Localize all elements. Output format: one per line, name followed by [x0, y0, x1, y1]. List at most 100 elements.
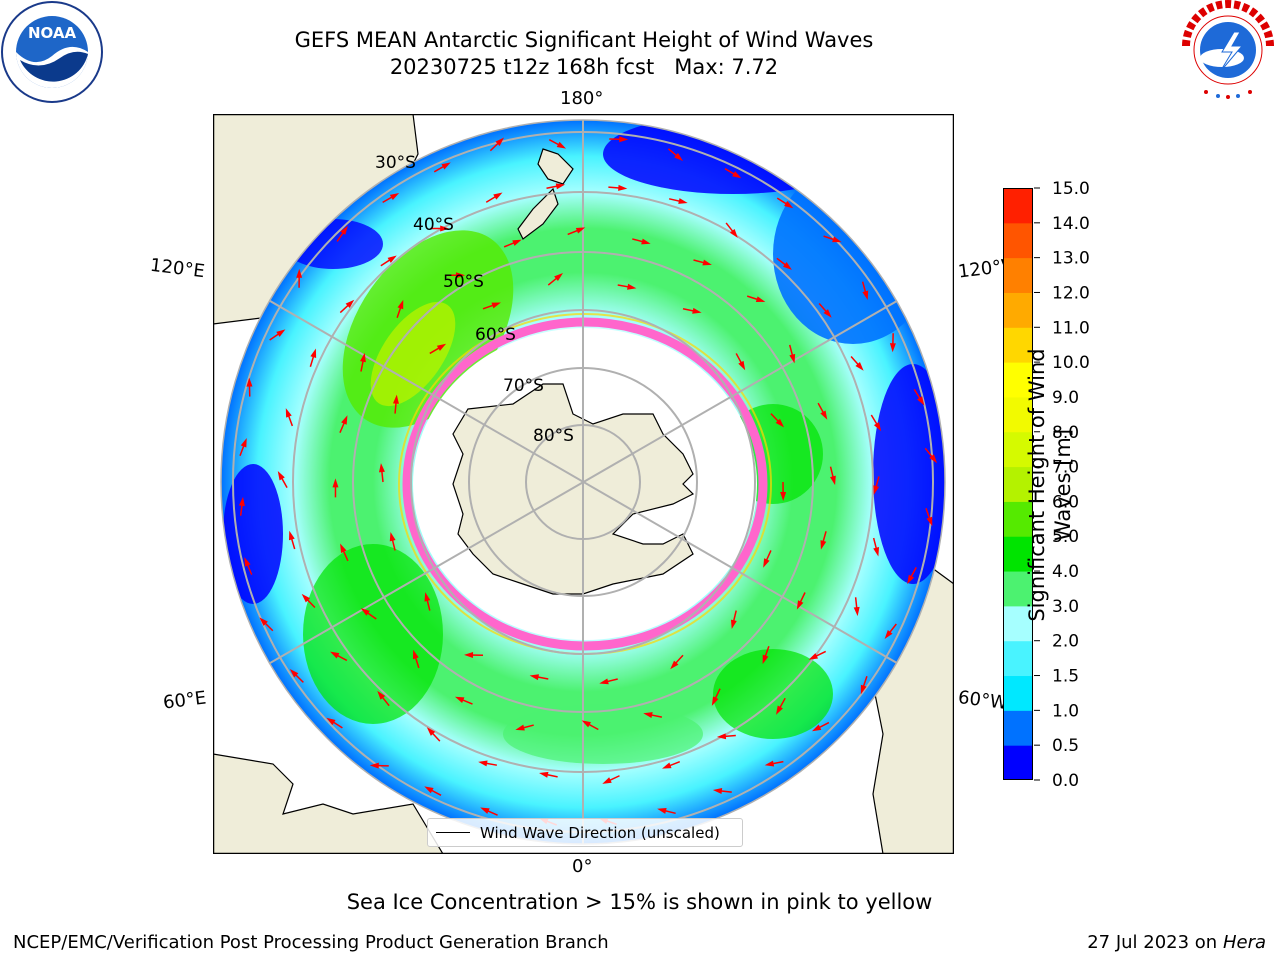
wind-arrow-head: [326, 717, 336, 726]
wind-arrow-head: [926, 516, 933, 527]
lon-label-120e: 120°E: [148, 254, 206, 283]
wind-arrow-head: [711, 696, 719, 706]
wind-arrow-head: [780, 491, 787, 501]
lat-label-30: 30°S: [375, 153, 416, 173]
wind-arrow-head: [830, 475, 836, 486]
colorbar-tick-label: 6.0: [1052, 492, 1079, 512]
africa-landmass: [213, 753, 444, 854]
wind-arrow-head: [599, 678, 609, 685]
colorbar-tick-label: 14.0: [1052, 214, 1090, 234]
wind-arrow-head: [330, 651, 340, 659]
wind-arrow-head: [884, 630, 893, 639]
footer-date-text: 27 Jul 2023 on: [1087, 932, 1223, 953]
wind-arrow-head: [529, 674, 539, 681]
footer-host: Hera: [1222, 932, 1266, 953]
wind-arrow-head: [602, 777, 612, 784]
wind-arrow-head: [873, 547, 880, 557]
wind-arrow-head: [426, 727, 436, 736]
colorbar: [1003, 188, 1033, 781]
lat-label-80: 80°S: [533, 426, 574, 446]
wind-arrow-head: [285, 408, 292, 418]
map-title: GEFS MEAN Antarctic Significant Height o…: [294, 28, 874, 52]
colorbar-tick-label: 11.0: [1052, 318, 1090, 338]
wind-arrow-head: [907, 574, 915, 585]
wind-arrow-head: [823, 309, 832, 318]
wind-arrow-head: [618, 184, 628, 191]
colorbar-swatch: [1003, 675, 1033, 711]
wind-arrow-head: [341, 415, 348, 425]
wind-arrow-head: [775, 418, 785, 428]
footer-credit: NCEP/EMC/Verification Post Processing Pr…: [13, 932, 609, 953]
wind-arrow-head: [310, 348, 317, 359]
wind-arrow-head: [860, 684, 867, 695]
wind-arrow-head: [855, 362, 864, 371]
wind-arrow-head: [820, 410, 828, 420]
wind-arrow-head: [575, 227, 586, 234]
wind-arrow-head: [424, 592, 431, 602]
wind-arrow-head: [929, 454, 938, 464]
wind-arrow-head: [493, 192, 503, 200]
wind-arrow-head: [455, 272, 465, 279]
wind-arrow-head: [436, 343, 447, 351]
colorbar-tick-label: 12.0: [1052, 283, 1090, 303]
colorbar-swatch: [1003, 501, 1033, 537]
wind-arrow-head: [397, 299, 404, 310]
lon-label-0: 0°: [572, 856, 593, 877]
colorbar-tick-label: 0.5: [1052, 736, 1079, 756]
wind-arrow-head: [301, 593, 311, 603]
wind-arrow-head: [238, 496, 245, 507]
wind-arrow-head: [424, 786, 434, 794]
wind-arrow-head: [763, 558, 770, 568]
colorbar-tick-label: 13.0: [1052, 249, 1090, 269]
wind-arrow-head: [873, 422, 882, 432]
wind-arrow-head: [288, 530, 295, 541]
colorbar-tick-label: 5.0: [1052, 527, 1079, 547]
new-zealand-landmass: [517, 148, 574, 240]
legend-label: Wind Wave Direction (unscaled): [480, 823, 720, 842]
wind-arrow-head: [392, 394, 399, 404]
colorbar-swatch: [1003, 396, 1033, 433]
wind-arrow-head: [332, 478, 339, 488]
wind-arrow-head: [276, 329, 286, 337]
colorbar-tick-label: 0.0: [1052, 771, 1079, 791]
footer-date: 27 Jul 2023 on Hera: [1087, 932, 1266, 953]
colorbar-swatch: [1003, 257, 1033, 293]
wind-arrow-head: [387, 255, 397, 263]
colorbar-swatch: [1003, 605, 1033, 642]
wind-arrow-head: [853, 606, 860, 617]
wind-arrow-head: [369, 762, 379, 769]
map-subtitle: 20230725 t12z 168h fcst Max: 7.72: [389, 55, 779, 79]
colorbar-swatch: [1003, 536, 1033, 572]
wind-arrow-head: [512, 239, 522, 246]
wind-arrow-head: [360, 352, 366, 363]
colorbar-swatch: [1003, 431, 1033, 468]
wind-arrow-head: [539, 771, 549, 778]
colorbar-tick-label: 2.0: [1052, 632, 1079, 652]
colorbar-label: Significant Height of Wind Waves [m]: [1025, 348, 1075, 622]
wind-arrow-head: [244, 557, 251, 567]
wind-arrow-head: [440, 225, 450, 232]
colorbar-tick-label: 8.0: [1052, 423, 1079, 443]
wind-arrow-head: [554, 273, 564, 282]
wind-arrow-head: [732, 171, 742, 179]
wind-arrow-head: [755, 296, 766, 303]
colorbar-swatch: [1003, 362, 1033, 398]
wind-arrow-head: [712, 788, 723, 794]
wind-arrow-head: [789, 353, 796, 364]
colorbar-swatch: [1003, 745, 1033, 781]
wind-arrow-head: [454, 696, 465, 703]
wind-arrow-head: [692, 307, 702, 314]
wind-arrow-head: [296, 268, 303, 278]
colorbar-tick-label: 4.0: [1052, 562, 1079, 582]
wind-arrow-head: [764, 760, 775, 767]
colorbar-swatch: [1003, 466, 1033, 502]
colorbar-tick-label: 9.0: [1052, 388, 1079, 408]
wind-arrow-head: [917, 396, 925, 406]
lon-label-60w: 60°W: [956, 687, 1009, 714]
wind-arrow-head: [784, 200, 794, 209]
wind-arrow-head: [491, 302, 501, 309]
wind-arrow-head: [678, 198, 688, 204]
wind-arrow-head: [662, 762, 672, 769]
colorbar-swatch: [1003, 188, 1033, 224]
wind-arrow-head: [345, 299, 355, 308]
